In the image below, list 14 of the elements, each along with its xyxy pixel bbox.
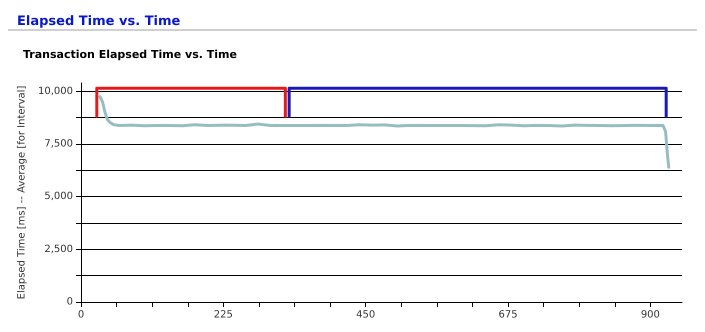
chart-title: Elapsed Time vs. Time (17, 14, 181, 29)
y-tick-label: 0 (66, 296, 73, 308)
x-tick-label: 0 (78, 310, 84, 320)
y-tick-label: 10,000 (38, 86, 73, 97)
y-tick-label: 5,000 (44, 191, 73, 202)
line-series (98, 95, 670, 169)
y-tick-label: 7,500 (44, 138, 73, 150)
y-axis-title: Elapsed Time [ms] -- Average [for Interval] (16, 86, 28, 300)
y-tick-label: 2,500 (44, 244, 73, 255)
x-tick-label: 450 (356, 310, 376, 320)
x-tick-label: 675 (498, 310, 518, 320)
x-tick-label: 225 (214, 310, 233, 320)
chart-subtitle: Transaction Elapsed Time vs. Time (23, 48, 237, 61)
x-tick-label: 900 (640, 310, 660, 320)
